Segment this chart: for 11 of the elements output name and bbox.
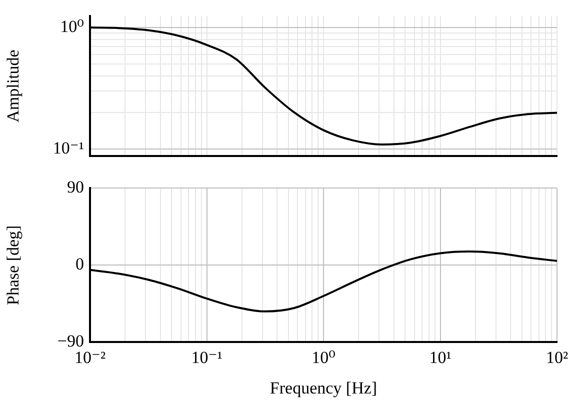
x-tick-label: 10⁻¹ [191,348,222,367]
y-axis-title: Phase [deg] [4,225,23,306]
y-axis-title: Amplitude [4,50,23,122]
x-tick-label: 10⁰ [312,348,336,367]
y-tick-label: 10⁰ [60,17,84,36]
y-tick-label: 0 [76,254,84,274]
y-tick-label: 10⁻¹ [52,138,84,158]
x-tick-label: 10¹ [429,348,452,367]
x-tick-label: 10² [546,348,568,367]
y-tick-label: 90 [67,178,84,197]
x-axis-title: Frequency [Hz] [270,378,378,398]
